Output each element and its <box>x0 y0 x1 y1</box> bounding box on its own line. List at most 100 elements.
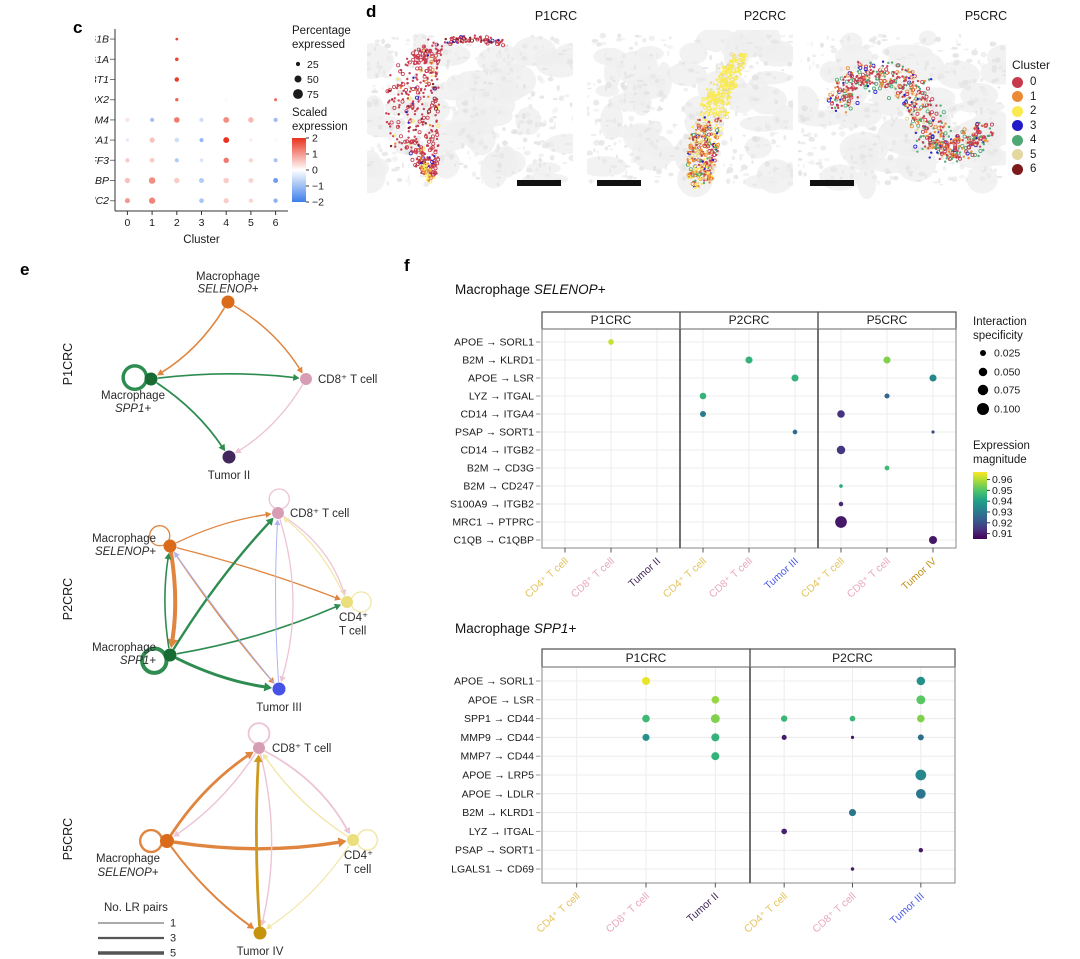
svg-text:TFF3: TFF3 <box>95 155 109 167</box>
interaction-dot <box>780 715 788 722</box>
interaction-dot <box>850 735 855 739</box>
interaction-dot <box>917 734 924 741</box>
svg-text:APOE → SORL1: APOE → SORL1 <box>454 676 534 688</box>
svg-text:P5CRC: P5CRC <box>867 313 908 327</box>
expression-dot <box>125 158 130 163</box>
svg-text:Interaction: Interaction <box>973 316 1027 328</box>
svg-text:SPP1+: SPP1+ <box>115 403 151 415</box>
interaction-dot <box>642 733 650 741</box>
interaction-dot <box>711 752 720 761</box>
svg-text:Tumor IV: Tumor IV <box>237 946 284 958</box>
interaction-dot <box>745 356 753 364</box>
svg-text:6: 6 <box>273 217 279 229</box>
expression-dot <box>249 138 253 142</box>
svg-text:0.100: 0.100 <box>994 404 1020 416</box>
panel-c-dotplot: REG1B REG1A DMBT1 DUOX2 OLFM4 CLCA1 TFF3 FCGBP M… <box>95 20 375 260</box>
svg-text:CD8⁺ T cell: CD8⁺ T cell <box>290 508 349 520</box>
interaction-dot <box>838 501 844 507</box>
svg-text:REG1B: REG1B <box>95 34 109 46</box>
expression-dot <box>274 98 278 102</box>
tissue-section <box>587 30 793 198</box>
expression-dot <box>248 117 254 123</box>
scale-bar <box>810 180 854 186</box>
expression-dot <box>199 198 204 204</box>
expression-dot <box>124 177 131 184</box>
panel-f-dotplots: Macrophage SELENOP+ P1CRC P2CRC P5CRC APOE →… <box>400 262 1080 959</box>
interaction-dot <box>915 769 927 781</box>
svg-text:B2M → CD3G: B2M → CD3G <box>467 463 534 475</box>
expression-dot <box>149 157 155 163</box>
svg-text:CD4⁺ T cell: CD4⁺ T cell <box>534 890 582 935</box>
expression-dot <box>248 178 254 183</box>
interaction-dot <box>711 733 720 742</box>
interaction-dot <box>641 676 651 686</box>
network-edges <box>140 488 372 692</box>
cluster-legend-item: 4 <box>1012 134 1050 146</box>
network-p1crc: Macrophage SELENOP+ CD8⁺ T cell Macrophage S… <box>60 270 420 482</box>
svg-text:1: 1 <box>149 217 155 229</box>
expression-dot <box>150 117 155 122</box>
interaction-dots <box>608 339 938 545</box>
svg-text:CD4⁺ T cell: CD4⁺ T cell <box>742 890 790 935</box>
svg-text:Macrophage: Macrophage <box>92 533 156 545</box>
svg-text:0.92: 0.92 <box>992 517 1013 529</box>
svg-text:magnitude: magnitude <box>973 454 1027 466</box>
interaction-dot <box>918 848 923 853</box>
svg-text:CLCA1: CLCA1 <box>95 135 109 147</box>
svg-text:T cell: T cell <box>339 626 366 638</box>
cluster-legend-label: 1 <box>1030 90 1037 103</box>
expression-dot <box>248 198 254 203</box>
cell-node-selenop <box>163 539 177 553</box>
network-edges <box>138 722 379 930</box>
cell-node-selenop <box>221 295 235 309</box>
cluster-spots <box>385 34 506 184</box>
svg-text:SPP1+: SPP1+ <box>120 655 156 667</box>
expression-dots <box>124 37 279 204</box>
cluster-legend-item: 1 <box>1012 91 1050 103</box>
svg-text:Macrophage SELENOP+: Macrophage SELENOP+ <box>455 282 606 297</box>
svg-text:Percentage: Percentage <box>292 25 351 37</box>
cluster-legend-item: 0 <box>1012 76 1050 88</box>
svg-text:B2M → CD247: B2M → CD247 <box>463 481 534 493</box>
cluster-spots <box>826 60 994 163</box>
svg-text:Macrophage: Macrophage <box>92 642 156 654</box>
svg-text:MUC2: MUC2 <box>95 195 109 207</box>
svg-text:SELENOP+: SELENOP+ <box>197 284 258 296</box>
svg-text:LGALS1 → CD69: LGALS1 → CD69 <box>451 864 534 876</box>
interaction-dot <box>837 410 845 418</box>
cell-node-cd4 <box>341 596 353 608</box>
svg-text:CD4⁺ T cell: CD4⁺ T cell <box>661 555 709 600</box>
svg-text:specificity: specificity <box>973 330 1023 342</box>
svg-text:0.93: 0.93 <box>992 506 1013 518</box>
svg-text:MMP7 → CD44: MMP7 → CD44 <box>460 751 534 763</box>
interaction-dot <box>848 809 857 817</box>
tissue-background <box>587 30 793 198</box>
interaction-dot <box>791 374 799 382</box>
svg-text:50: 50 <box>307 74 319 86</box>
cell-node-tumor2 <box>222 450 236 464</box>
scale-bar <box>517 180 561 186</box>
svg-text:DUOX2: DUOX2 <box>95 94 109 106</box>
svg-text:REG1A: REG1A <box>95 54 109 66</box>
cluster-spots <box>685 52 748 189</box>
expression-dot <box>198 177 205 184</box>
cell-node-tumor3 <box>272 682 286 696</box>
expression-dot <box>223 157 229 164</box>
svg-text:MMP9 → CD44: MMP9 → CD44 <box>460 732 534 744</box>
interaction-dot <box>699 392 707 400</box>
cluster-color-swatch <box>1012 163 1023 175</box>
svg-text:APOE → SORL1: APOE → SORL1 <box>454 337 534 349</box>
interaction-dot <box>699 410 707 418</box>
expression-dot <box>223 177 229 184</box>
expression-dot <box>175 98 179 102</box>
interaction-network: Macrophage SELENOP+ CD8⁺ T cell CD4⁺ T cell T… <box>96 722 379 959</box>
svg-text:LYZ → ITGAL: LYZ → ITGAL <box>469 826 534 838</box>
cell-node-cd8 <box>300 373 312 385</box>
svg-text:PSAP → SORT1: PSAP → SORT1 <box>455 427 534 439</box>
svg-text:SELENOP+: SELENOP+ <box>97 867 158 879</box>
panel-c-label: c <box>73 18 83 37</box>
svg-text:1: 1 <box>170 918 176 930</box>
interaction-dot <box>710 714 720 724</box>
expression-dot <box>174 137 180 143</box>
